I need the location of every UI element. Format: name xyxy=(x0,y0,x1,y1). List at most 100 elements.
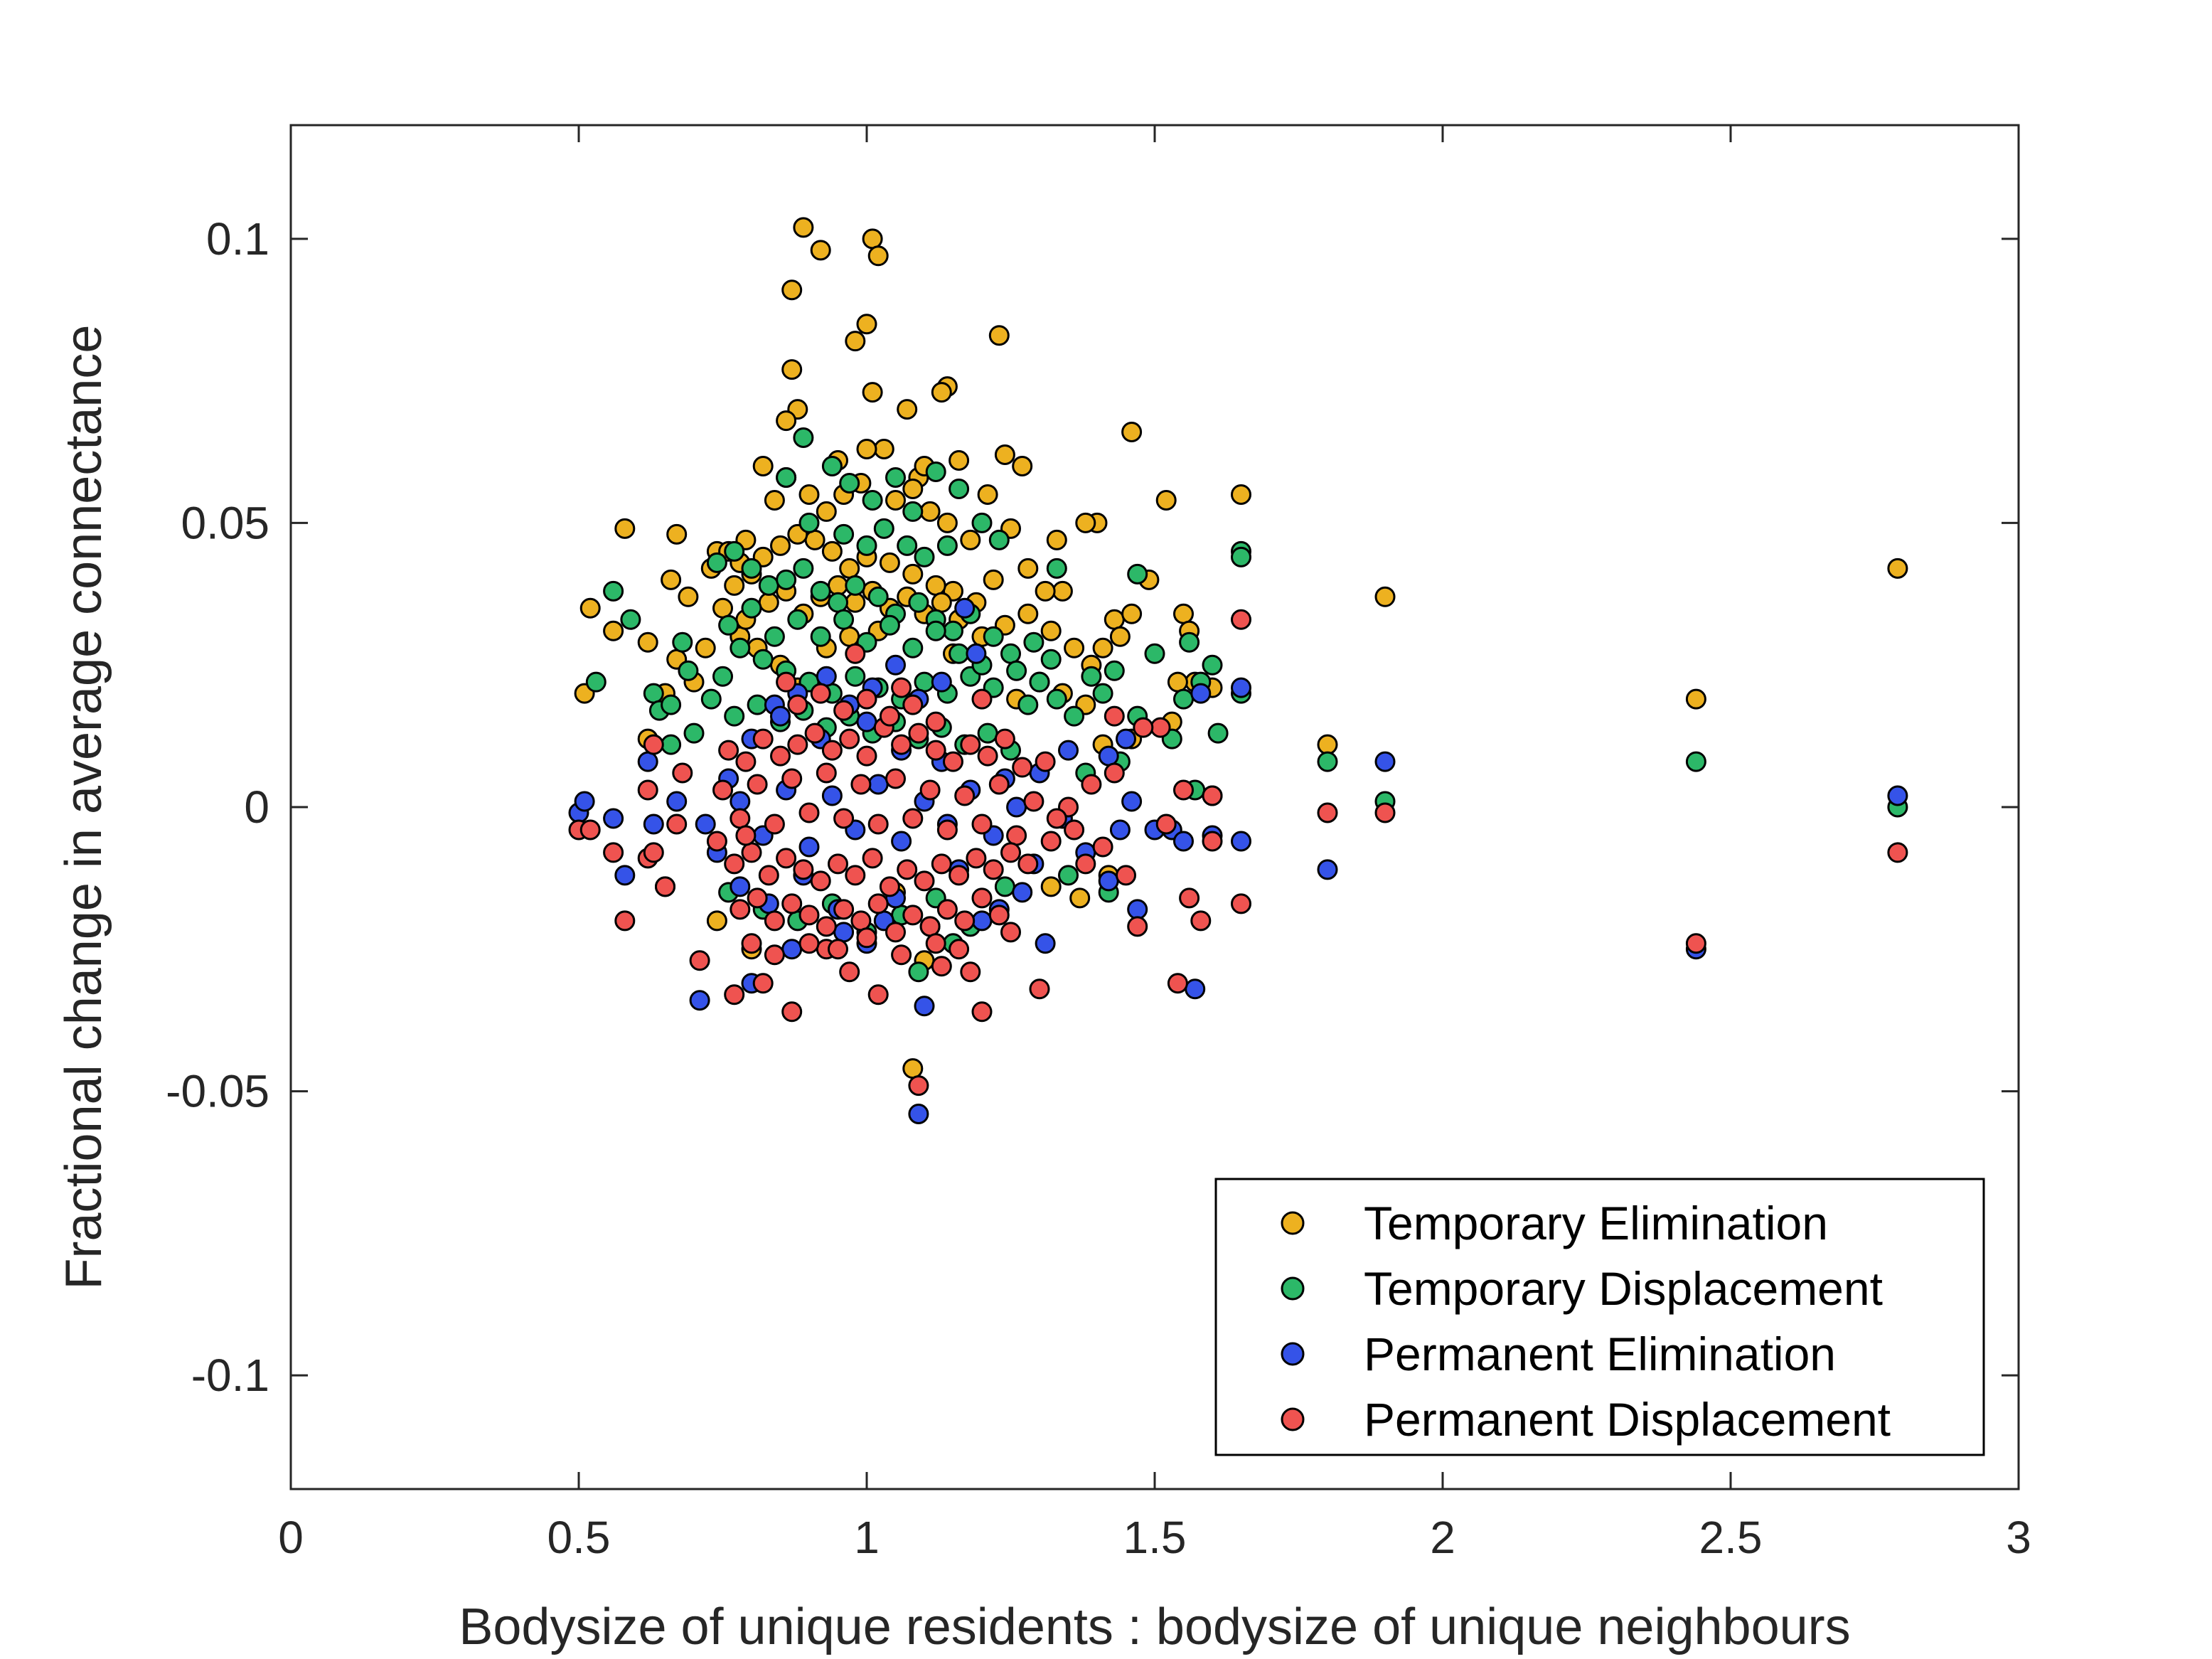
data-point xyxy=(735,825,757,846)
data-point xyxy=(1155,489,1177,511)
data-point xyxy=(770,535,791,556)
data-point xyxy=(776,569,797,590)
data-point xyxy=(770,745,791,767)
data-point xyxy=(655,876,675,897)
data-point xyxy=(925,711,946,732)
data-point xyxy=(678,660,699,681)
data-point xyxy=(1231,609,1251,630)
data-point xyxy=(931,956,952,977)
data-point xyxy=(1374,802,1396,823)
data-point xyxy=(1092,637,1113,658)
data-point xyxy=(730,899,751,920)
legend: Temporary Elimination Temporary Displacem… xyxy=(1214,1178,1985,1456)
data-point xyxy=(1109,819,1131,841)
data-point xyxy=(845,643,866,664)
data-point xyxy=(1092,836,1113,858)
data-point xyxy=(1069,887,1091,909)
data-point xyxy=(931,671,952,693)
data-point xyxy=(1231,893,1251,914)
data-point xyxy=(1185,978,1206,1000)
data-point xyxy=(1081,666,1102,687)
data-point xyxy=(1046,558,1067,579)
data-point xyxy=(1104,609,1125,630)
data-point xyxy=(1202,831,1223,852)
data-point xyxy=(689,990,710,1011)
data-point xyxy=(983,569,1004,590)
data-point xyxy=(1064,637,1085,658)
data-point xyxy=(862,228,883,250)
data-point xyxy=(1167,671,1188,693)
data-point xyxy=(1317,751,1338,772)
data-point xyxy=(758,592,779,613)
data-point xyxy=(833,700,855,721)
data-point xyxy=(821,740,843,761)
data-point xyxy=(695,814,716,835)
data-point xyxy=(730,637,751,658)
data-point xyxy=(798,836,820,858)
data-point xyxy=(919,916,941,937)
x-tick-label: 2.5 xyxy=(1699,1512,1763,1563)
data-point xyxy=(828,853,848,875)
data-point xyxy=(764,489,785,511)
data-point xyxy=(661,569,682,590)
x-tick-label: 0 xyxy=(278,1512,304,1563)
data-point xyxy=(1104,705,1125,727)
data-point xyxy=(1104,762,1125,784)
data-point xyxy=(816,666,837,687)
data-point xyxy=(994,728,1015,750)
data-point xyxy=(712,597,733,619)
data-point xyxy=(741,842,762,863)
data-point xyxy=(585,671,607,693)
data-point xyxy=(683,722,705,744)
data-point xyxy=(718,740,739,761)
data-point xyxy=(850,774,872,795)
data-point xyxy=(706,831,727,852)
data-point xyxy=(988,325,1010,346)
data-point xyxy=(885,654,906,676)
data-point xyxy=(949,939,970,960)
data-point xyxy=(856,688,877,710)
data-point xyxy=(879,705,900,727)
data-point xyxy=(1374,751,1396,772)
data-point xyxy=(1040,876,1062,897)
data-point xyxy=(781,359,803,380)
data-point xyxy=(747,694,768,715)
data-point xyxy=(776,848,797,869)
data-point xyxy=(793,859,814,880)
data-point xyxy=(724,853,745,875)
data-point xyxy=(579,819,601,841)
data-point xyxy=(833,609,855,630)
data-point xyxy=(1685,933,1706,954)
data-point xyxy=(1046,808,1067,829)
data-point xyxy=(1231,484,1251,505)
data-point xyxy=(1029,978,1050,1000)
data-point xyxy=(643,734,664,755)
data-point xyxy=(971,910,993,932)
data-point xyxy=(856,711,877,732)
data-point xyxy=(741,558,762,579)
data-point xyxy=(897,399,918,420)
x-tick-label: 0.5 xyxy=(547,1512,611,1563)
data-point xyxy=(885,768,906,789)
series-group xyxy=(568,609,1908,1097)
data-point xyxy=(1046,688,1067,710)
data-point xyxy=(936,819,958,841)
data-point xyxy=(787,694,808,715)
data-point xyxy=(954,597,976,619)
data-point xyxy=(908,592,929,613)
data-point xyxy=(1006,825,1027,846)
data-point xyxy=(1179,887,1200,909)
data-point xyxy=(781,939,803,960)
data-point xyxy=(936,899,958,920)
data-point xyxy=(971,814,993,835)
data-point xyxy=(833,922,855,943)
data-point xyxy=(891,734,912,755)
data-point xyxy=(666,523,688,545)
data-point xyxy=(603,620,624,641)
data-point xyxy=(1023,791,1044,812)
data-point xyxy=(902,1058,924,1079)
data-point xyxy=(712,779,733,801)
data-point xyxy=(914,671,935,693)
data-point xyxy=(988,774,1010,795)
data-point xyxy=(1035,933,1056,954)
